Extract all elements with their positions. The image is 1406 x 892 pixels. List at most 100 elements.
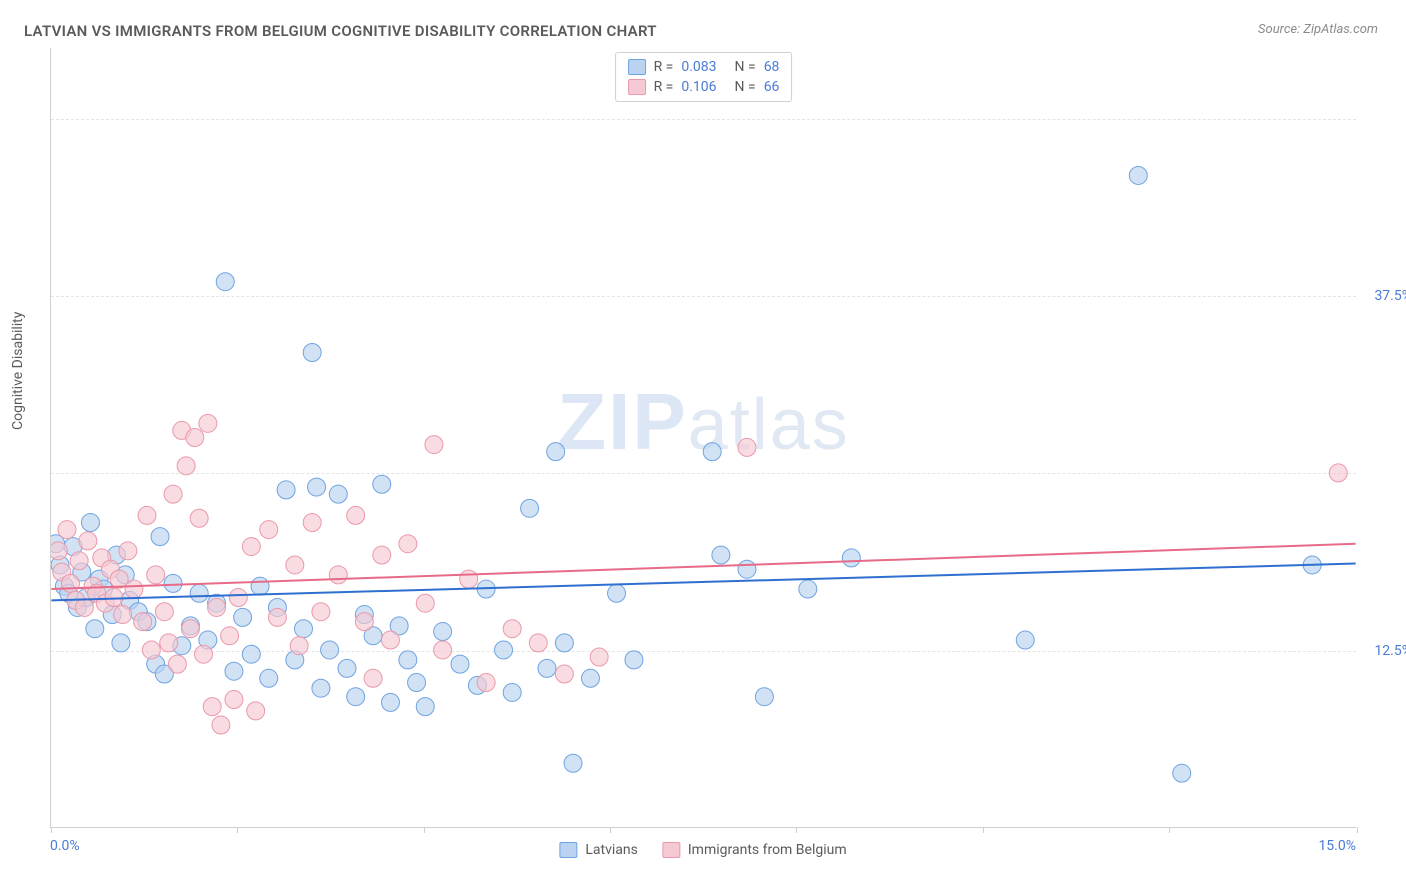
scatter-point (373, 546, 391, 564)
scatter-point (308, 478, 326, 496)
x-tick (424, 827, 425, 833)
scatter-point (168, 655, 186, 673)
scatter-point (290, 637, 308, 655)
scatter-point (581, 669, 599, 687)
scatter-point (425, 436, 443, 454)
scatter-point (529, 634, 547, 652)
scatter-point (195, 645, 213, 663)
scatter-point (242, 645, 260, 663)
scatter-point (538, 659, 556, 677)
scatter-point (547, 443, 565, 461)
scatter-point (503, 683, 521, 701)
legend-swatch (628, 59, 646, 75)
scatter-point (312, 679, 330, 697)
scatter-point (277, 481, 295, 499)
scatter-point (712, 546, 730, 564)
scatter-point (61, 574, 79, 592)
scatter-point (416, 698, 434, 716)
scatter-point (738, 560, 756, 578)
scatter-point (347, 506, 365, 524)
legend-row: R = 0.106 N = 66 (628, 77, 780, 97)
scatter-point (1329, 464, 1347, 482)
scatter-point (1129, 166, 1147, 184)
x-tick (237, 827, 238, 833)
scatter-point (216, 273, 234, 291)
scatter-point (70, 552, 88, 570)
legend-swatch (559, 842, 577, 858)
scatter-point (286, 556, 304, 574)
scatter-point (151, 528, 169, 546)
scatter-point (125, 580, 143, 598)
scatter-point (555, 634, 573, 652)
scatter-point (460, 570, 478, 588)
scatter-point (260, 669, 278, 687)
scatter-point (329, 566, 347, 584)
y-tick-label: 37.5% (1362, 288, 1406, 304)
x-tick (796, 827, 797, 833)
scatter-point (268, 608, 286, 626)
scatter-point (521, 499, 539, 517)
scatter-point (399, 535, 417, 553)
scatter-point (321, 641, 339, 659)
scatter-point (155, 603, 173, 621)
scatter-point (190, 584, 208, 602)
scatter-point (164, 485, 182, 503)
x-tick (1357, 827, 1358, 833)
scatter-point (590, 648, 608, 666)
x-axis-min-label: 0.0% (50, 838, 80, 854)
scatter-point (434, 641, 452, 659)
scatter-point (86, 620, 104, 638)
legend-item: Immigrants from Belgium (662, 842, 847, 858)
scatter-point (329, 485, 347, 503)
legend-swatch (628, 79, 646, 95)
scatter-point (51, 542, 67, 560)
scatter-point (75, 598, 93, 616)
legend-item: Latvians (559, 842, 638, 858)
scatter-point (225, 691, 243, 709)
scatter-point (608, 584, 626, 602)
scatter-point (134, 613, 152, 631)
scatter-point (477, 674, 495, 692)
y-tick-label: 12.5% (1362, 643, 1406, 659)
scatter-point (160, 634, 178, 652)
scatter-point (355, 613, 373, 631)
source-attribution: Source: ZipAtlas.com (1258, 22, 1378, 37)
scatter-point (112, 634, 130, 652)
scatter-point (399, 651, 417, 669)
scatter-point (247, 702, 265, 720)
scatter-point (416, 594, 434, 612)
scatter-point (295, 620, 313, 638)
scatter-point (555, 665, 573, 683)
x-tick (1169, 827, 1170, 833)
scatter-point (242, 538, 260, 556)
scatter-point (142, 641, 160, 659)
series-legend: Latvians Immigrants from Belgium (559, 842, 846, 858)
x-tick (51, 827, 52, 833)
plot-svg (51, 48, 1356, 827)
scatter-point (364, 669, 382, 687)
scatter-point (451, 655, 469, 673)
scatter-point (755, 688, 773, 706)
scatter-point (212, 716, 230, 734)
scatter-point (81, 513, 99, 531)
x-tick (983, 827, 984, 833)
scatter-point (842, 549, 860, 567)
scatter-point (199, 414, 217, 432)
scatter-point (203, 698, 221, 716)
scatter-point (799, 580, 817, 598)
scatter-point (119, 542, 137, 560)
scatter-point (225, 662, 243, 680)
scatter-point (229, 589, 247, 607)
scatter-point (1016, 631, 1034, 649)
scatter-point (260, 521, 278, 539)
scatter-point (79, 532, 97, 550)
scatter-point (190, 509, 208, 527)
scatter-point (408, 674, 426, 692)
scatter-point (625, 651, 643, 669)
scatter-plot-area: ZIPatlas R = 0.083 N = 68 R = 0.106 N = … (50, 48, 1356, 828)
scatter-point (347, 688, 365, 706)
scatter-point (434, 623, 452, 641)
scatter-point (338, 659, 356, 677)
scatter-point (303, 513, 321, 531)
scatter-point (164, 574, 182, 592)
